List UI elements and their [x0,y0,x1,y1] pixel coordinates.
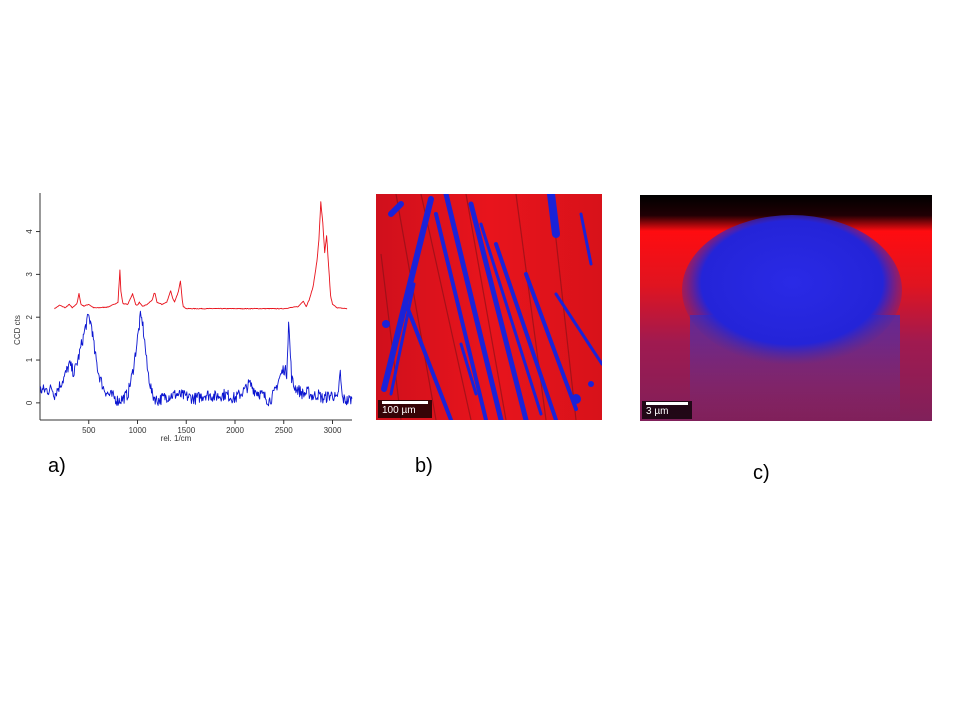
x-tick-label: 3000 [324,426,342,435]
y-tick-label: 1 [25,357,34,362]
scale-bar-line [646,402,688,405]
scale-bar-line [382,401,428,404]
raman-spectra-chart: 500 1000 1500 2000 2500 3000 0 1 2 3 4 rel. 1/cm C… [13,193,353,443]
y-tick-label: 4 [25,229,34,234]
raman-map-image-c: 3 µm [640,195,932,421]
panel-label-b: b) [415,455,433,477]
fiber-map-graphic [376,194,602,420]
scale-bar-c: 3 µm [642,401,692,419]
inclusion-map-graphic [640,195,932,421]
x-tick-label: 2500 [275,426,293,435]
x-tick-label: 1500 [177,426,195,435]
scale-bar-b: 100 µm [378,400,432,418]
series-line-blue [39,310,353,407]
x-tick-label: 500 [82,426,96,435]
panel-label-a: a) [48,455,66,477]
x-axis-label: rel. 1/cm [161,434,192,443]
x-tick-label: 1000 [129,426,147,435]
y-axis-label: CCD cts [13,315,22,345]
chart-series-group [39,201,353,407]
y-tick-label: 0 [25,400,34,405]
series-line-red [54,201,348,310]
x-tick-label: 2000 [226,426,244,435]
y-tick-label: 2 [25,314,34,319]
scale-bar-label: 3 µm [646,406,669,417]
y-tick-label: 3 [25,272,34,277]
scale-bar-label: 100 µm [382,405,416,416]
raman-map-image-b: 100 µm [376,194,602,420]
chart-axes: 500 1000 1500 2000 2500 3000 0 1 2 3 4 [25,193,352,435]
panel-label-c: c) [753,462,770,484]
